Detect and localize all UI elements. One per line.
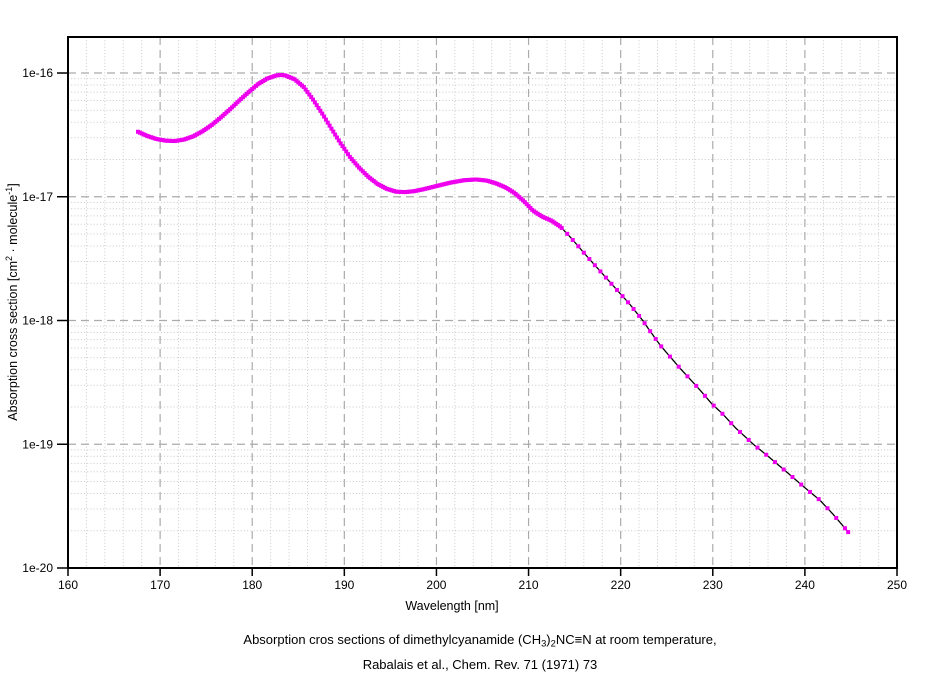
x-tick-label: 160: [58, 578, 78, 592]
x-tick-label: 240: [795, 578, 815, 592]
caption-line-2: Rabalais et al., Chem. Rev. 71 (1971) 73: [362, 657, 598, 673]
caption-text: ): [546, 632, 551, 647]
y-tick-label: 1e-17: [22, 190, 53, 204]
y-tick-label: 1e-19: [22, 437, 53, 451]
chart-caption: Absorption cros sections of dimethylcyan…: [60, 629, 900, 673]
x-axis-ticks: [67, 568, 898, 576]
x-tick-labels: 160 170 180 190 200 210 220 230 240 250: [58, 578, 907, 592]
x-tick-label: 210: [519, 578, 539, 592]
y-axis-ticks: [57, 72, 68, 569]
plot-border: [67, 36, 898, 569]
caption-line-1: Absorption cros sections of dimethylcyan…: [60, 629, 900, 654]
x-tick-label: 170: [150, 578, 170, 592]
y-tick-label: 1e-16: [22, 66, 53, 80]
caption-subscript: 2: [550, 638, 556, 649]
x-tick-label: 250: [887, 578, 907, 592]
caption-subscript: 3: [541, 638, 547, 649]
y-tick-labels: 1e-16 1e-17 1e-18 1e-19 1e-20: [22, 66, 53, 575]
y-tick-label: 1e-20: [22, 561, 53, 575]
x-tick-label: 180: [242, 578, 262, 592]
x-tick-label: 190: [334, 578, 354, 592]
curve-markers: [136, 73, 851, 535]
y-axis-title: Absorption cross section [cm2 · molecule…: [4, 183, 20, 420]
x-tick-label: 200: [426, 578, 446, 592]
minor-gridlines: [68, 37, 897, 568]
major-gridlines: [68, 37, 897, 568]
caption-text: NC≡N at room temperature,: [555, 632, 717, 647]
x-tick-label: 220: [611, 578, 631, 592]
caption-text: Absorption cros sections of dimethylcyan…: [243, 632, 542, 647]
x-axis-title: Wavelength [nm]: [405, 599, 498, 613]
absorption-chart: 160 170 180 190 200 210 220 230 240 250 1e-16 1e-17…: [4, 36, 907, 613]
x-tick-label: 230: [703, 578, 723, 592]
y-tick-label: 1e-18: [22, 314, 53, 328]
